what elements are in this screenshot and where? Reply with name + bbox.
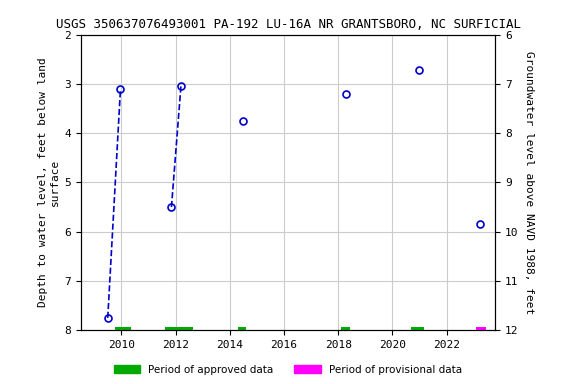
Bar bbox=[115, 327, 131, 333]
Bar bbox=[411, 327, 423, 333]
Title: USGS 350637076493001 PA-192 LU-16A NR GRANTSBORO, NC SURFICIAL: USGS 350637076493001 PA-192 LU-16A NR GR… bbox=[55, 18, 521, 31]
Bar bbox=[341, 327, 350, 333]
Y-axis label: Depth to water level, feet below land
surface: Depth to water level, feet below land su… bbox=[39, 58, 60, 307]
Bar bbox=[165, 327, 193, 333]
Bar bbox=[238, 327, 246, 333]
Bar bbox=[476, 327, 486, 333]
Y-axis label: Groundwater level above NAVD 1988, feet: Groundwater level above NAVD 1988, feet bbox=[524, 51, 534, 314]
Legend: Period of approved data, Period of provisional data: Period of approved data, Period of provi… bbox=[110, 361, 466, 379]
